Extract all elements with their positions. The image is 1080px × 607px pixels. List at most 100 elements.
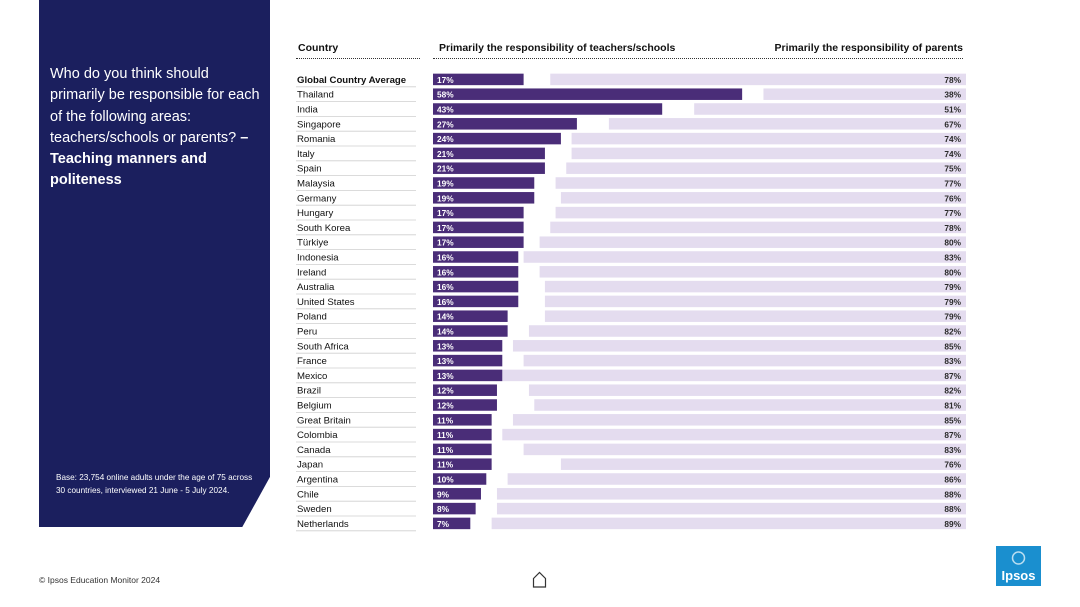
country-label: Italy (297, 149, 315, 160)
teachers-bar (433, 177, 535, 189)
logo-text: Ipsos (1002, 568, 1036, 583)
teachers-bar (433, 354, 503, 367)
country-label: Chile (297, 489, 319, 500)
country-label: Spain (297, 164, 322, 175)
question-text: Who do you think should primarily be res… (50, 64, 262, 192)
teachers-value-label: 8% (437, 504, 450, 514)
country-label: Belgium (297, 401, 332, 412)
teachers-value-label: 16% (437, 267, 454, 277)
parents-value-label: 78% (944, 223, 961, 233)
parents-bar (544, 295, 966, 308)
parents-value-label: 38% (944, 90, 961, 100)
teachers-value-label: 17% (437, 75, 454, 85)
parents-bar (544, 310, 966, 322)
teachers-value-label: 14% (437, 327, 454, 337)
parents-bar (502, 428, 966, 441)
country-label: France (297, 356, 327, 367)
home-icon[interactable] (532, 571, 547, 588)
parents-bar (550, 73, 966, 86)
footer-copyright: © Ipsos Education Monitor 2024 (39, 575, 161, 585)
parents-bar (560, 192, 966, 204)
teachers-value-label: 11% (437, 415, 454, 425)
teachers-bar (433, 266, 519, 278)
country-label: Singapore (297, 119, 341, 130)
teachers-value-label: 19% (437, 179, 454, 189)
teachers-bar (433, 502, 476, 515)
teachers-value-label: 13% (437, 371, 454, 381)
parents-bar (608, 118, 966, 130)
header-teachers: Primarily the responsibility of teachers… (439, 42, 676, 54)
header-rule-chart (433, 58, 963, 59)
country-label: Indonesia (297, 253, 339, 264)
teachers-value-label: 9% (437, 489, 450, 499)
parents-value-label: 88% (944, 489, 961, 499)
teachers-value-label: 16% (437, 253, 454, 263)
parents-bar (523, 354, 966, 367)
teachers-bar (433, 206, 524, 219)
parents-bar (496, 488, 966, 500)
parents-bar (571, 132, 966, 145)
teachers-value-label: 43% (437, 105, 454, 115)
teachers-value-label: 17% (437, 208, 454, 218)
parents-bar (571, 147, 966, 160)
teachers-bar (433, 295, 519, 308)
parents-value-label: 83% (944, 253, 961, 263)
teachers-bar (433, 428, 492, 441)
country-label: Malaysia (297, 179, 336, 190)
teachers-value-label: 12% (437, 401, 454, 411)
country-label: Brazil (297, 386, 321, 397)
country-label: Colombia (297, 430, 338, 441)
country-label: Australia (297, 282, 335, 293)
parents-bar (528, 325, 966, 337)
country-label: Ireland (297, 267, 326, 278)
parents-value-label: 77% (944, 208, 961, 218)
country-label: Canada (297, 445, 331, 456)
parents-bar (502, 369, 966, 382)
country-label: Argentina (297, 475, 339, 486)
teachers-value-label: 21% (437, 149, 454, 159)
teachers-value-label: 11% (437, 445, 454, 455)
teachers-bar (433, 162, 545, 174)
teachers-bar (433, 399, 497, 411)
teachers-value-label: 13% (437, 356, 454, 366)
country-label: India (297, 105, 318, 116)
teachers-value-label: 17% (437, 223, 454, 233)
side-panel (39, 0, 270, 527)
parents-bar (555, 177, 966, 189)
teachers-bar (433, 118, 577, 130)
country-label: Poland (297, 312, 327, 323)
parents-value-label: 67% (944, 119, 961, 129)
teachers-bar (433, 103, 663, 115)
parents-value-label: 75% (944, 164, 961, 174)
country-label: Peru (297, 327, 317, 338)
parents-value-label: 85% (944, 341, 961, 351)
teachers-value-label: 24% (437, 134, 454, 144)
teachers-bar (433, 192, 535, 204)
teachers-bar (433, 221, 524, 234)
parents-bar (491, 517, 966, 530)
parents-bar (512, 414, 966, 426)
country-label: Türkiye (297, 238, 328, 249)
country-label: Mexico (297, 371, 327, 382)
parents-bar (539, 266, 966, 278)
teachers-bar (433, 340, 503, 352)
parents-bar (694, 103, 966, 115)
teachers-bar (433, 236, 524, 248)
parents-value-label: 79% (944, 312, 961, 322)
parents-bar (560, 458, 966, 470)
teachers-bar (433, 458, 492, 470)
teachers-value-label: 19% (437, 193, 454, 203)
parents-value-label: 83% (944, 445, 961, 455)
country-label: Romania (297, 134, 336, 145)
teachers-bar (433, 325, 508, 337)
header-rule-country (296, 58, 420, 59)
teachers-bar (433, 73, 524, 86)
parents-value-label: 87% (944, 371, 961, 381)
teachers-bar (433, 414, 492, 426)
parents-value-label: 88% (944, 504, 961, 514)
country-label: Sweden (297, 504, 332, 515)
parents-bar (550, 221, 966, 234)
country-label: United States (297, 297, 355, 308)
parents-value-label: 80% (944, 267, 961, 277)
